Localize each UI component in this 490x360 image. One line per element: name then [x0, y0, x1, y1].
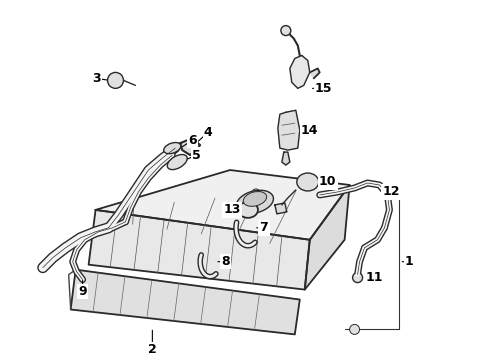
Text: 6: 6: [188, 134, 196, 147]
Polygon shape: [89, 210, 310, 289]
Polygon shape: [290, 55, 310, 88]
Polygon shape: [282, 152, 290, 165]
Ellipse shape: [164, 143, 181, 154]
Ellipse shape: [167, 154, 187, 170]
Polygon shape: [305, 185, 349, 289]
Ellipse shape: [237, 190, 273, 213]
Text: 14: 14: [301, 124, 318, 137]
Ellipse shape: [238, 202, 258, 218]
Polygon shape: [180, 138, 200, 155]
Text: 5: 5: [192, 149, 200, 162]
Polygon shape: [310, 68, 319, 78]
Text: 10: 10: [319, 175, 337, 189]
Text: 15: 15: [315, 82, 332, 95]
Circle shape: [107, 72, 123, 88]
Circle shape: [349, 324, 360, 334]
Polygon shape: [71, 270, 300, 334]
Ellipse shape: [297, 173, 318, 191]
Text: 8: 8: [221, 255, 229, 268]
Circle shape: [252, 189, 260, 197]
Text: 1: 1: [405, 255, 414, 268]
Text: 11: 11: [366, 271, 383, 284]
Ellipse shape: [243, 192, 267, 206]
Circle shape: [302, 176, 314, 188]
Text: 13: 13: [223, 203, 241, 216]
Circle shape: [353, 273, 363, 283]
Text: 4: 4: [204, 126, 213, 139]
Text: 2: 2: [148, 343, 157, 356]
Text: 7: 7: [260, 221, 269, 234]
Text: 3: 3: [92, 72, 101, 85]
Text: 12: 12: [383, 185, 400, 198]
Polygon shape: [275, 203, 287, 214]
Text: 9: 9: [78, 285, 87, 298]
Polygon shape: [278, 110, 300, 150]
Polygon shape: [96, 170, 349, 240]
Circle shape: [281, 26, 291, 36]
